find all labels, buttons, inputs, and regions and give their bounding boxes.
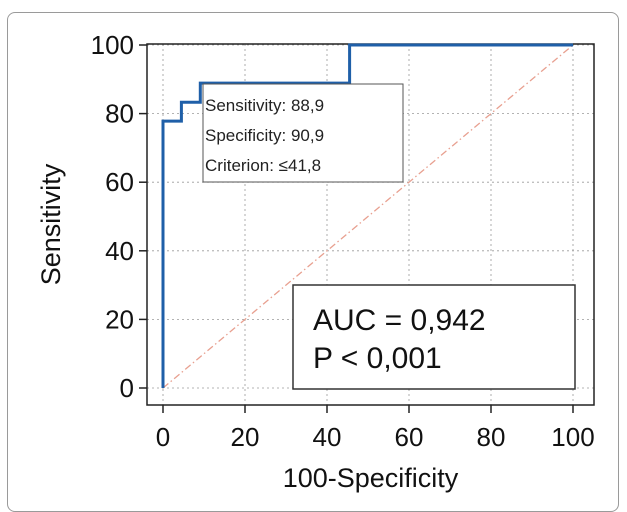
x-tick-label: 20 xyxy=(231,422,260,452)
auc-stats-box-frame xyxy=(292,284,576,390)
y-tick-label: 40 xyxy=(105,236,134,266)
auc-stats-box: AUC = 0,942 P < 0,001 xyxy=(292,284,576,390)
y-tick-label: 0 xyxy=(120,373,134,403)
roc-curve-line xyxy=(161,43,573,388)
criterion-specificity-text: Specificity: 90,9 xyxy=(205,126,324,145)
x-tick-label: 60 xyxy=(395,422,424,452)
x-tick-label: 0 xyxy=(156,422,170,452)
x-tick-label: 40 xyxy=(313,422,342,452)
y-tick-label: 100 xyxy=(91,30,134,60)
y-axis-title: Sensitivity xyxy=(36,163,66,285)
x-tick-labels: 0 20 40 60 80 100 xyxy=(156,422,595,452)
criterion-box-frame xyxy=(202,83,404,183)
x-axis-title: 100-Specificity xyxy=(283,463,459,493)
x-tick-label: 100 xyxy=(551,422,594,452)
auc-value-text: AUC = 0,942 xyxy=(313,304,486,337)
criterion-value-text: Criterion: ≤41,8 xyxy=(205,156,321,175)
roc-curve-group xyxy=(161,43,573,388)
criterion-box: Sensitivity: 88,9 Specificity: 90,9 Crit… xyxy=(202,83,404,183)
tick-marks xyxy=(139,44,574,413)
y-tick-label: 80 xyxy=(105,99,134,129)
y-tick-label: 20 xyxy=(105,304,134,334)
y-tick-label: 60 xyxy=(105,167,134,197)
x-tick-label: 80 xyxy=(477,422,506,452)
roc-chart: 0 20 40 60 80 100 0 20 40 60 80 100 100-Specificit… xyxy=(36,30,595,493)
p-value-text: P < 0,001 xyxy=(313,342,442,375)
reference-diagonal-group xyxy=(162,44,574,389)
y-tick-labels: 0 20 40 60 80 100 xyxy=(91,30,134,403)
criterion-sensitivity-text: Sensitivity: 88,9 xyxy=(205,96,324,115)
reference-diagonal-line xyxy=(162,44,574,389)
